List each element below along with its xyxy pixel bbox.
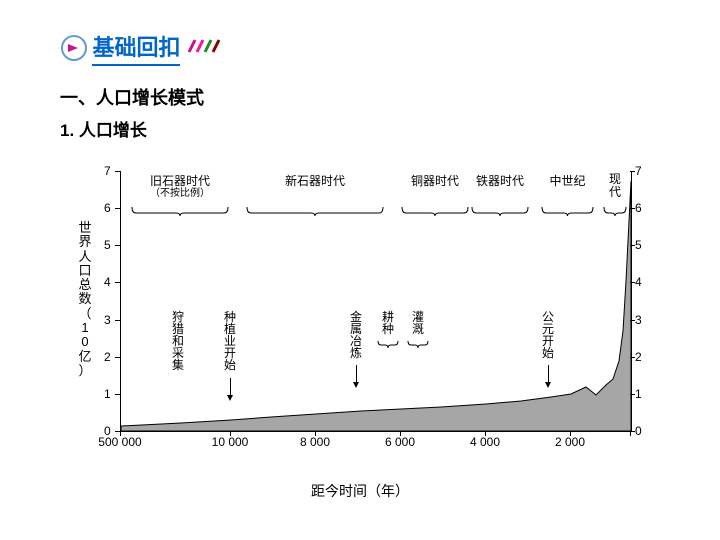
ytick: 3 — [635, 313, 642, 327]
section-title: 基础回扣 — [92, 30, 180, 66]
xtick: 500 000 — [98, 435, 141, 449]
annotation-label: 金属冶炼 — [349, 311, 363, 359]
population-chart: 世界人口总数（10亿） 0011223344556677500 00010 00… — [60, 161, 660, 501]
ytick: 0 — [635, 424, 642, 438]
arrow-down-icon — [356, 365, 357, 383]
ytick: 7 — [635, 164, 642, 178]
xtick: 4 000 — [470, 435, 500, 449]
annotation-label: 耕种 — [381, 311, 395, 335]
ytick: 1 — [635, 387, 642, 401]
ytick: 2 — [104, 350, 111, 364]
ytick: 4 — [104, 275, 111, 289]
ytick: 3 — [104, 313, 111, 327]
subtitle: 一、人口增长模式 — [0, 76, 720, 110]
xtick: 8 000 — [300, 435, 330, 449]
ytick: 5 — [635, 238, 642, 252]
xtick: 10 000 — [212, 435, 249, 449]
annotation-label: 种植业开始 — [223, 311, 237, 371]
era-label: 中世纪 — [540, 175, 595, 188]
xtick: 2 000 — [555, 435, 585, 449]
era-label: 铁器时代 — [470, 175, 530, 188]
ytick: 5 — [104, 238, 111, 252]
annotation-label: 公元开始 — [541, 311, 555, 359]
ytick: 7 — [104, 164, 111, 178]
annotation-label: 狩猎和采集 — [171, 311, 185, 371]
era-label: 铜器时代 — [400, 175, 470, 188]
y-axis-label: 世界人口总数（10亿） — [78, 221, 92, 378]
ytick: 6 — [635, 201, 642, 215]
subnumber: 1. 人口增长 — [0, 110, 720, 141]
ytick: 6 — [104, 201, 111, 215]
x-axis-label: 距今时间（年） — [60, 481, 660, 501]
ytick: 4 — [635, 275, 642, 289]
arrow-down-icon — [548, 365, 549, 383]
arrow-bullet-icon — [60, 34, 88, 62]
xtick: 6 000 — [385, 435, 415, 449]
ytick: 2 — [635, 350, 642, 364]
arrow-down-icon — [230, 378, 231, 396]
ytick: 1 — [104, 387, 111, 401]
era-label: 旧石器时代（不按比例） — [130, 175, 230, 199]
era-label: 现代 — [602, 173, 628, 199]
decorative-stripes — [187, 38, 227, 59]
annotation-label: 灌溉 — [411, 311, 425, 335]
era-label: 新石器时代 — [245, 175, 385, 188]
